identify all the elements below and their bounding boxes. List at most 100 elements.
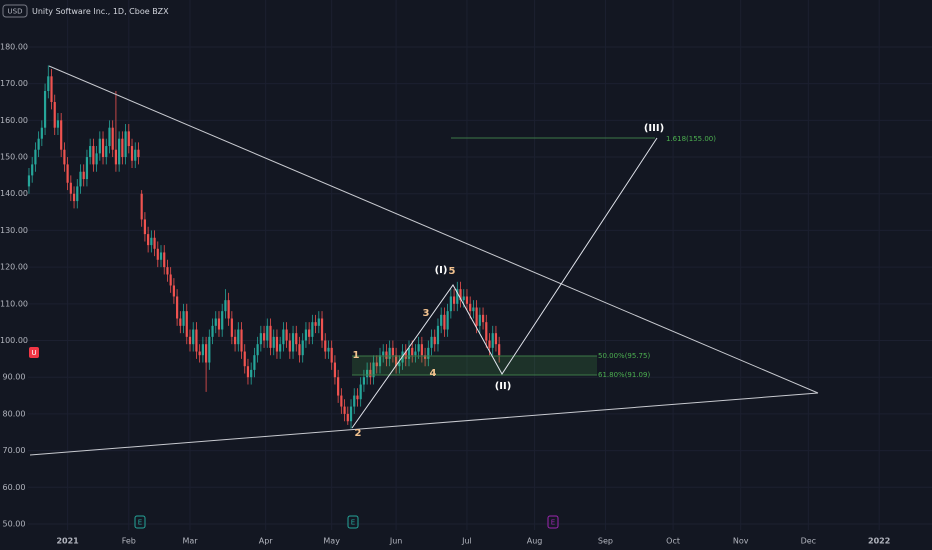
candle-body — [69, 182, 72, 194]
fib-label: 50.00%(95.75) — [598, 352, 650, 360]
candle-body — [192, 329, 195, 345]
candle-body — [391, 347, 394, 356]
candle-body — [459, 289, 462, 301]
candle-body — [449, 296, 452, 312]
candle-body — [330, 347, 333, 363]
candle-body — [395, 355, 398, 367]
candle-body — [111, 127, 114, 150]
candle-body — [359, 384, 362, 400]
candle-body — [353, 395, 356, 407]
candle-body — [343, 406, 346, 414]
y-tick-label: 150.00 — [0, 153, 28, 162]
candle-body — [217, 318, 221, 330]
candle-body — [346, 413, 349, 422]
candle-body — [436, 325, 440, 345]
candle-body — [282, 329, 285, 345]
candle-body — [163, 252, 166, 268]
candle-body — [275, 336, 279, 352]
candle-body — [388, 347, 391, 359]
candle-body — [53, 102, 56, 128]
candle-body — [317, 318, 320, 326]
candle-body — [76, 186, 79, 202]
candle-body — [208, 336, 211, 363]
candle-body — [272, 336, 275, 348]
candle-body — [89, 146, 92, 158]
trend-line — [29, 392, 819, 456]
x-tick-label: Nov — [733, 537, 749, 546]
candle-body — [385, 351, 388, 359]
candle-body — [372, 362, 375, 378]
candle-body — [295, 333, 298, 345]
candle-body — [98, 138, 101, 154]
earnings-text: E — [138, 519, 142, 527]
wave-label: 1 — [353, 350, 360, 361]
candle-body — [40, 127, 43, 139]
candle-body — [301, 340, 304, 356]
candle-body — [266, 325, 269, 341]
candle-body — [340, 395, 343, 407]
candle-body — [259, 333, 262, 345]
candle-body — [147, 234, 150, 246]
earnings-marker — [547, 515, 559, 529]
candle-body — [411, 347, 414, 356]
x-tick-label: Jul — [461, 537, 472, 546]
candle-body — [176, 296, 179, 319]
candle-body — [230, 318, 233, 337]
x-tick-label: 2021 — [56, 537, 79, 546]
candle-body — [188, 336, 192, 345]
x-tick-label: Oct — [666, 537, 680, 546]
y-tick-label: 80.00 — [3, 409, 26, 418]
candle-body — [452, 296, 456, 304]
candle-body — [137, 149, 140, 158]
candle-body — [327, 347, 330, 352]
candle-body — [108, 127, 111, 147]
candle-body — [56, 120, 60, 128]
candle-body — [304, 329, 308, 341]
earnings-text: E — [551, 519, 555, 527]
fib-zone — [352, 356, 597, 375]
currency: USD — [8, 8, 23, 16]
candle-body — [214, 318, 217, 326]
candle-body — [156, 248, 159, 260]
y-tick-label: 90.00 — [3, 373, 26, 382]
candle-body — [130, 146, 134, 161]
wave-label: (II) — [495, 381, 512, 392]
candle-body — [253, 355, 256, 370]
y-tick-label: 130.00 — [0, 226, 28, 235]
y-tick-label: 140.00 — [0, 189, 28, 198]
grid — [28, 0, 932, 530]
candle-body — [269, 325, 272, 348]
candle-body — [279, 344, 282, 352]
candle-body — [140, 193, 143, 220]
candle-body — [398, 362, 401, 367]
candle-body — [47, 76, 50, 91]
candle-body — [101, 138, 105, 158]
x-tick-label: Mar — [182, 537, 198, 546]
y-tick-label: 160.00 — [0, 116, 28, 125]
candle-body — [121, 138, 124, 158]
candle-body — [221, 311, 224, 330]
x-tick-label: Aug — [527, 537, 543, 546]
wave-label: 5 — [449, 266, 456, 277]
earnings-marker — [134, 515, 146, 529]
symbol-badge — [29, 347, 39, 358]
candle-body — [485, 322, 488, 341]
candle-body — [314, 322, 317, 326]
candle-body — [404, 351, 407, 359]
candle-body — [369, 369, 372, 378]
candle-body — [172, 285, 175, 297]
header: USD Unity Software Inc., 1D, Cboe BZX U — [2, 4, 169, 358]
candle-body — [195, 329, 198, 352]
candle-body — [417, 344, 420, 352]
candle-body — [105, 146, 108, 158]
candle-body — [159, 252, 163, 260]
candle-body — [349, 406, 353, 422]
candle-body — [37, 138, 40, 150]
wave-label: 2 — [355, 428, 362, 439]
y-tick-label: 120.00 — [0, 263, 28, 272]
wave-label: 3 — [423, 308, 430, 319]
chart-title: Unity Software Inc., 1D, Cboe BZX — [32, 7, 169, 16]
candle-body — [233, 336, 237, 345]
candle-body — [169, 274, 172, 286]
